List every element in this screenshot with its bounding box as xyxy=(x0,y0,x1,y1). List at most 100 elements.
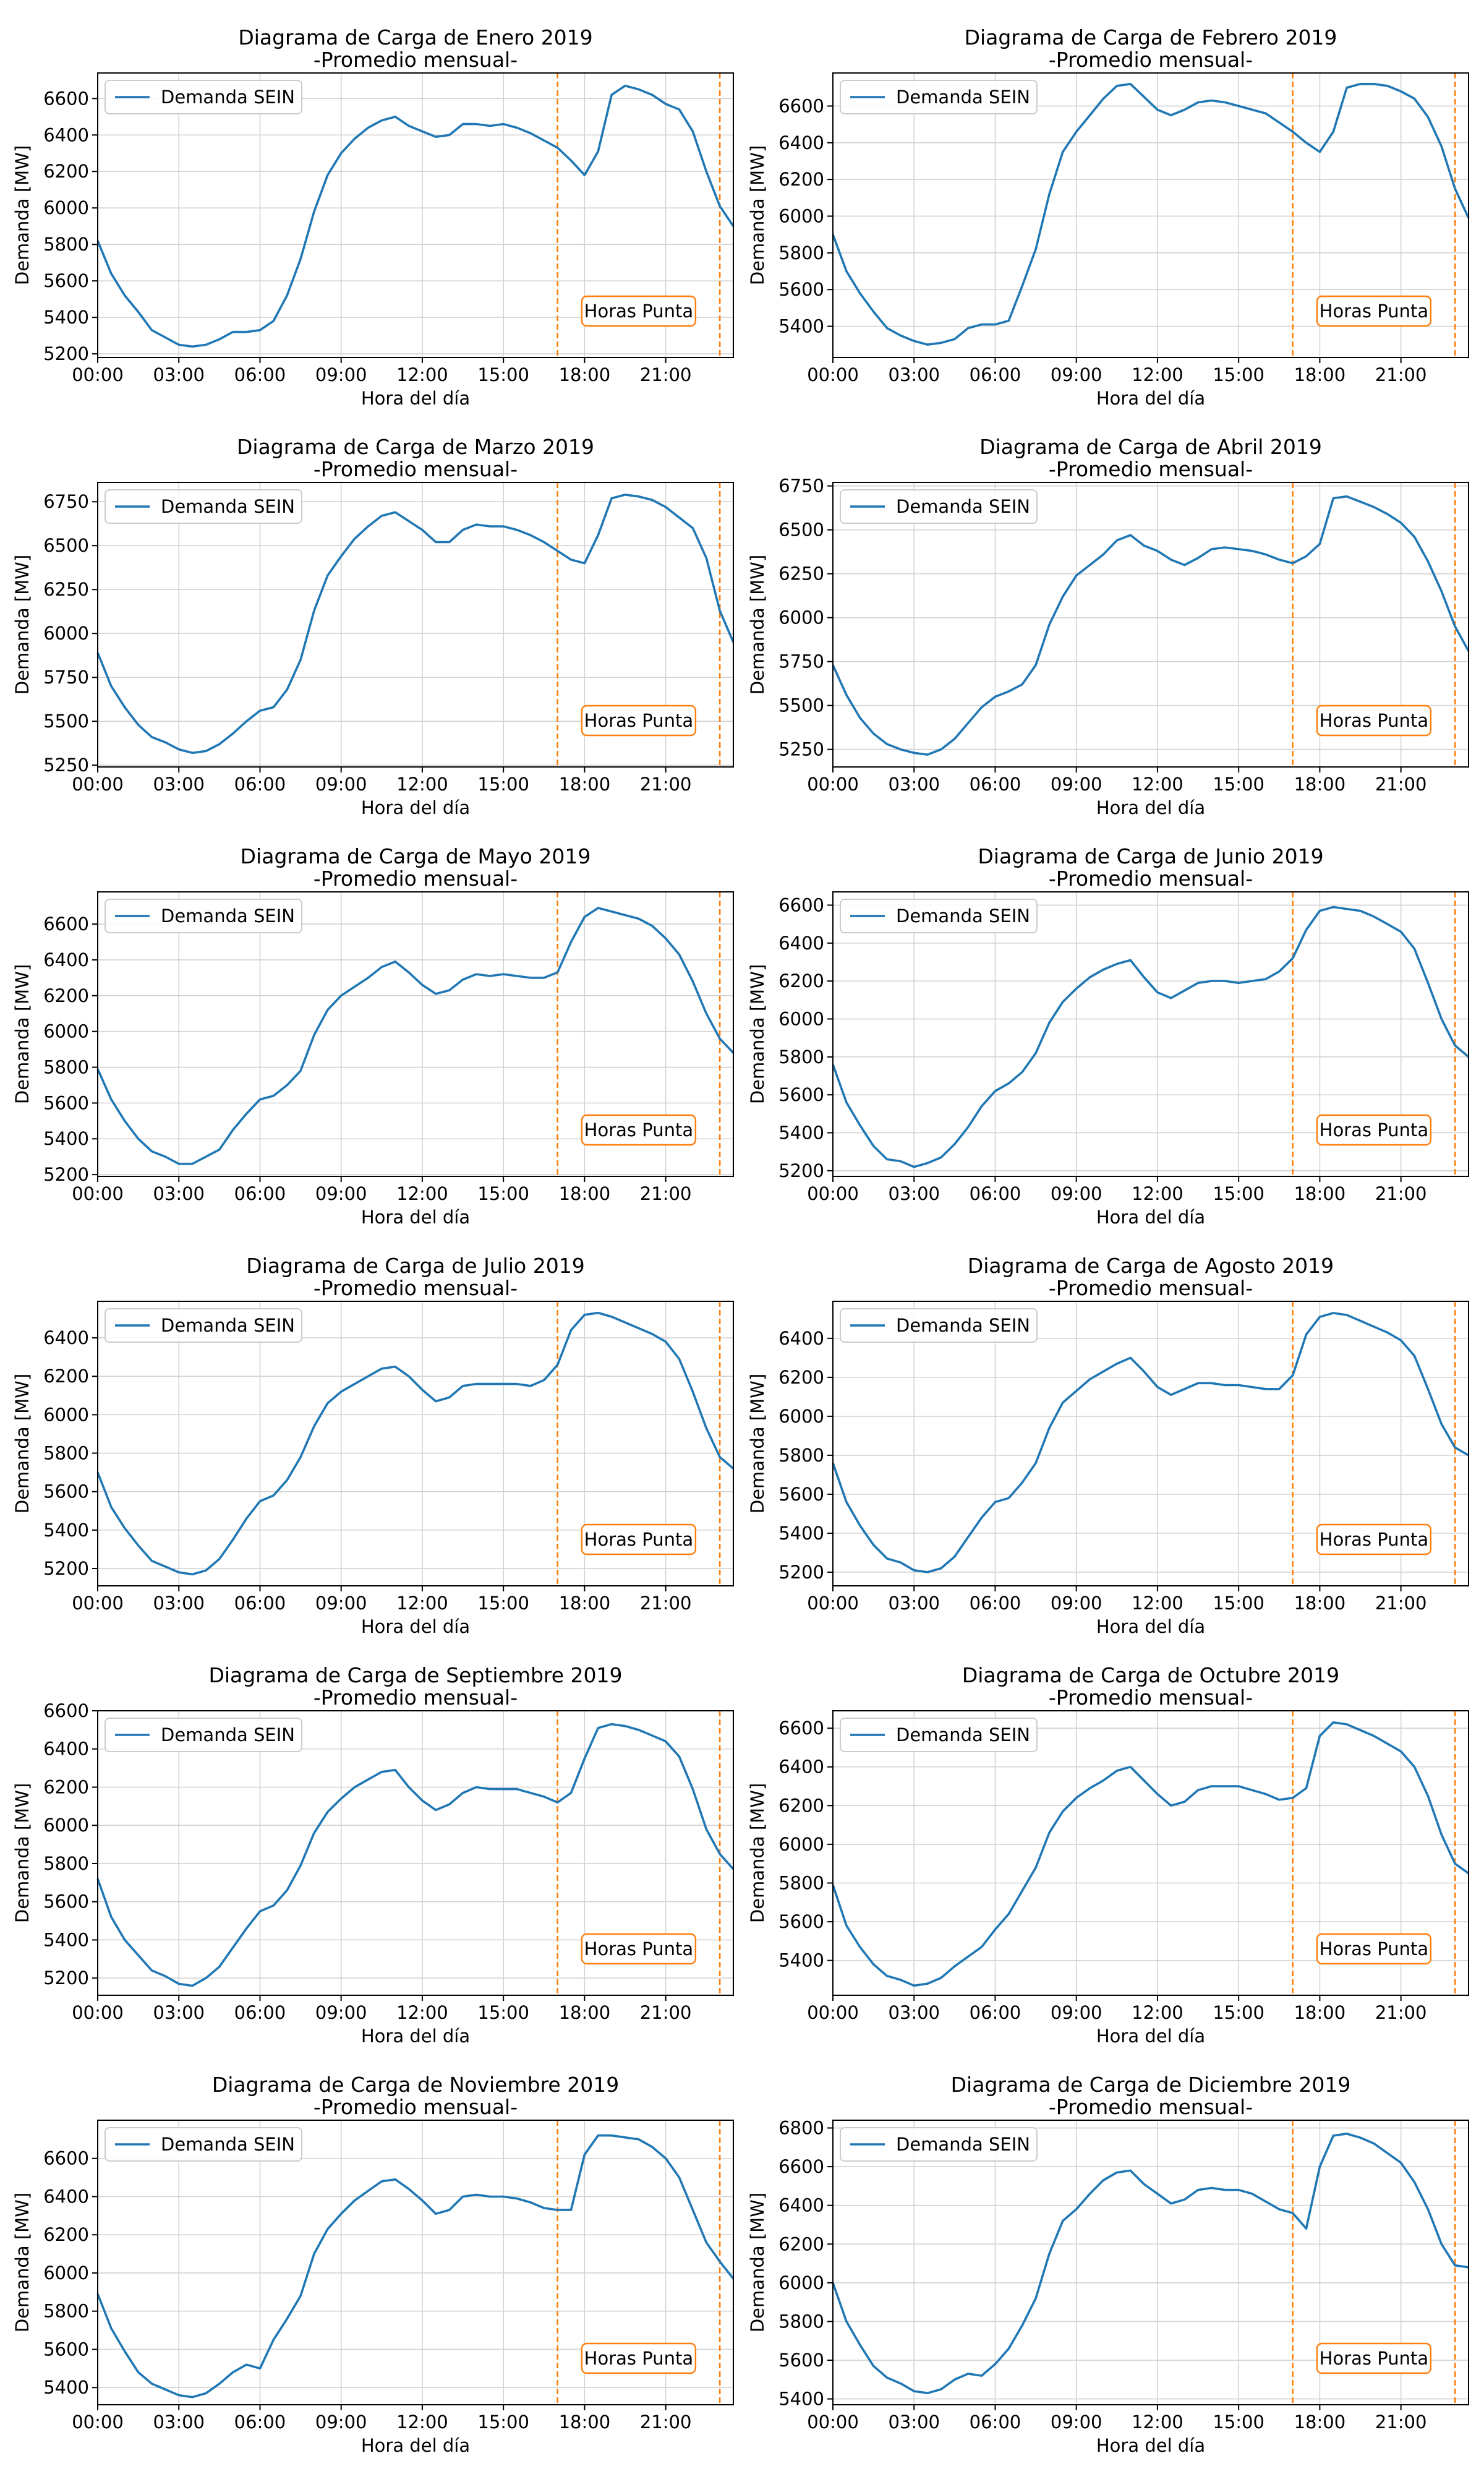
y-tick-label: 5400 xyxy=(43,307,89,328)
x-tick-label: 21:00 xyxy=(1375,1183,1427,1204)
y-tick-label: 5250 xyxy=(778,739,824,760)
annotation-label: Horas Punta xyxy=(1320,710,1428,731)
legend-box xyxy=(840,1308,1038,1343)
y-tick-label: 5600 xyxy=(43,1092,89,1113)
x-tick-label: 12:00 xyxy=(1132,1183,1183,1204)
x-axis-label: Hora del día xyxy=(1096,388,1205,409)
y-tick-label: 5600 xyxy=(778,1484,824,1505)
y-tick-label: 6200 xyxy=(43,1776,89,1797)
legend: Demanda SEIN xyxy=(104,1718,302,1752)
load-chart-panel: Diagrama de Carga de Julio 2019-Promedio… xyxy=(12,1254,735,1637)
y-tick-label: 6200 xyxy=(43,161,89,182)
x-tick-label: 12:00 xyxy=(1132,364,1183,385)
legend-label: Demanda SEIN xyxy=(896,496,1030,517)
y-tick-label: 6400 xyxy=(778,1757,824,1778)
series-line xyxy=(832,1312,1469,1573)
x-tick-label: 03:00 xyxy=(153,2002,205,2023)
x-axis-label: Hora del día xyxy=(1096,2026,1205,2047)
y-axis-label: Demanda [MW] xyxy=(747,1783,768,1923)
legend-box xyxy=(104,2127,302,2162)
y-tick-label: 6200 xyxy=(778,2233,824,2254)
legend-label: Demanda SEIN xyxy=(161,496,295,517)
load-chart-panel: Diagrama de Carga de Enero 2019-Promedio… xyxy=(12,25,735,409)
plot-frame xyxy=(97,1710,734,1996)
chart-subtitle: -Promedio mensual- xyxy=(1049,1685,1253,1710)
legend: Demanda SEIN xyxy=(840,1308,1038,1343)
y-axis-label: Demanda [MW] xyxy=(747,555,768,695)
x-tick-label: 15:00 xyxy=(1213,2412,1264,2433)
y-tick-label: 6400 xyxy=(43,1327,89,1348)
y-tick-label: 5200 xyxy=(43,1164,89,1185)
y-tick-label: 5400 xyxy=(43,1929,89,1950)
y-tick-label: 5800 xyxy=(778,1873,824,1894)
y-tick-label: 6250 xyxy=(778,563,824,584)
y-tick-label: 5400 xyxy=(778,1950,824,1971)
y-tick-label: 6200 xyxy=(778,970,824,991)
plot-frame xyxy=(832,1710,1469,1996)
chart-title: Diagrama de Carga de Agosto 2019 xyxy=(968,1254,1334,1278)
legend-box xyxy=(840,2127,1038,2162)
x-tick-label: 06:00 xyxy=(970,2412,1021,2433)
legend: Demanda SEIN xyxy=(104,1308,302,1343)
y-tick-label: 5500 xyxy=(43,711,89,732)
x-tick-label: 03:00 xyxy=(888,364,940,385)
plot-frame xyxy=(97,2120,734,2405)
chart-subtitle: -Promedio mensual- xyxy=(313,1276,518,1300)
x-tick-label: 06:00 xyxy=(234,774,286,795)
y-tick-label: 6800 xyxy=(778,2118,824,2139)
y-tick-label: 6000 xyxy=(43,1021,89,1042)
y-axis-label: Demanda [MW] xyxy=(747,2193,768,2332)
y-tick-label: 6600 xyxy=(778,2156,824,2177)
series-line xyxy=(96,1311,735,1576)
x-tick-label: 18:00 xyxy=(1294,2412,1346,2433)
x-tick-label: 00:00 xyxy=(807,2002,859,2023)
y-axis-label: Demanda [MW] xyxy=(747,1374,768,1513)
x-tick-label: 12:00 xyxy=(396,1593,448,1614)
annotation-box xyxy=(1316,295,1432,327)
x-tick-label: 12:00 xyxy=(1132,1593,1183,1614)
peak-hours-annotation: Horas Punta xyxy=(581,1114,697,1146)
y-tick-label: 6600 xyxy=(778,894,824,915)
peak-hours-annotation: Horas Punta xyxy=(1316,1523,1432,1556)
annotation-label: Horas Punta xyxy=(1320,1938,1428,1959)
x-tick-label: 15:00 xyxy=(477,1593,529,1614)
y-tick-label: 5800 xyxy=(43,2301,89,2322)
y-tick-label: 6000 xyxy=(43,2262,89,2284)
annotation-box xyxy=(1316,1523,1432,1556)
x-tick-label: 21:00 xyxy=(640,2002,692,2023)
y-tick-label: 6200 xyxy=(778,169,824,190)
load-chart-panel: Diagrama de Carga de Febrero 2019-Promed… xyxy=(747,25,1470,409)
y-tick-label: 6600 xyxy=(43,914,89,935)
annotation-label: Horas Punta xyxy=(584,1529,693,1550)
peak-hours-annotation: Horas Punta xyxy=(581,1933,697,1965)
y-tick-label: 6000 xyxy=(778,1834,824,1855)
y-tick-label: 5600 xyxy=(43,2339,89,2360)
x-axis-label: Hora del día xyxy=(1096,1207,1205,1228)
annotation-box xyxy=(1316,2342,1432,2374)
y-tick-label: 6200 xyxy=(43,1366,89,1387)
y-tick-label: 5600 xyxy=(43,270,89,291)
y-tick-label: 5400 xyxy=(778,2389,824,2410)
x-tick-label: 15:00 xyxy=(477,1183,529,1204)
y-axis-label: Demanda [MW] xyxy=(747,964,768,1104)
load-chart-panel: Diagrama de Carga de Diciembre 2019-Prom… xyxy=(747,2073,1469,2456)
x-tick-label: 18:00 xyxy=(1294,1183,1346,1204)
y-tick-label: 5400 xyxy=(43,1520,89,1541)
x-tick-label: 06:00 xyxy=(234,1183,286,1204)
legend-box xyxy=(104,1718,302,1752)
y-tick-label: 5800 xyxy=(43,1853,89,1874)
legend-label: Demanda SEIN xyxy=(896,1315,1030,1336)
x-tick-label: 06:00 xyxy=(234,1593,286,1614)
x-tick-label: 21:00 xyxy=(640,364,692,385)
y-tick-label: 6400 xyxy=(778,132,824,153)
x-tick-label: 18:00 xyxy=(559,1183,611,1204)
chart-title: Diagrama de Carga de Abril 2019 xyxy=(979,435,1322,459)
y-axis-label: Demanda [MW] xyxy=(12,145,33,285)
x-tick-label: 21:00 xyxy=(640,1593,692,1614)
y-tick-label: 6400 xyxy=(778,2195,824,2216)
annotation-box xyxy=(581,1114,697,1146)
y-axis-label: Demanda [MW] xyxy=(12,1783,33,1923)
y-tick-label: 5200 xyxy=(778,1160,824,1181)
load-chart-panel: Diagrama de Carga de Mayo 2019-Promedio … xyxy=(12,844,735,1228)
y-tick-label: 6000 xyxy=(778,1008,824,1029)
